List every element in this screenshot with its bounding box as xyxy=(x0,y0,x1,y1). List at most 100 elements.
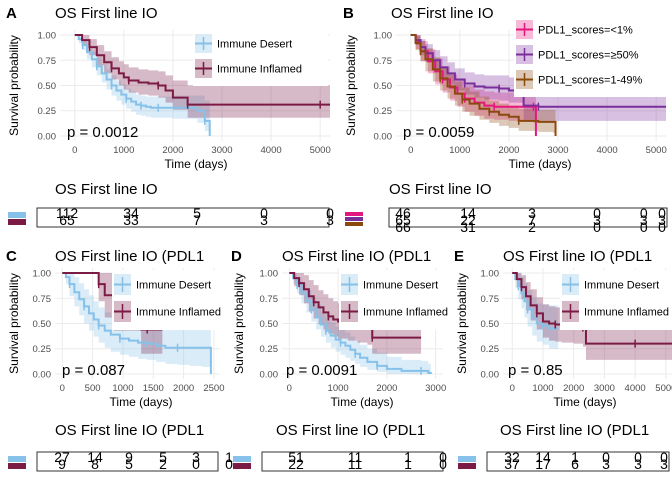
panel-letter: E xyxy=(454,248,464,265)
legend-label: Immune Inflamed xyxy=(217,64,302,76)
y-axis-label: Survival probability xyxy=(455,273,469,374)
risk-count: 3 xyxy=(528,205,536,221)
y-tick-label: 1.00 xyxy=(481,269,500,280)
plot-area xyxy=(410,34,666,136)
y-tick-label: 0.25 xyxy=(260,344,279,355)
x-tick-label: 1000 xyxy=(112,383,133,394)
x-axis-label: Time (days) xyxy=(554,395,617,409)
risk-count: 3 xyxy=(192,449,200,465)
y-tick-label: 0.00 xyxy=(260,369,279,380)
x-tick-label: 4000 xyxy=(625,383,646,394)
risk-table-frame xyxy=(36,207,330,228)
x-tick-label: 0 xyxy=(408,145,413,156)
x-tick-label: 5000 xyxy=(310,145,331,156)
risk-count: 2 xyxy=(528,219,536,235)
legend-background xyxy=(560,270,672,330)
y-tick-label: 0.50 xyxy=(481,319,500,330)
y-tick-label: 0.50 xyxy=(260,319,279,330)
risk-count: 37 xyxy=(504,456,520,472)
panel-title: OS First line IO (PDL1 xyxy=(55,248,204,265)
risk-count: 65 xyxy=(395,212,411,228)
risk-count: 2 xyxy=(159,456,167,472)
x-tick-label: 2000 xyxy=(162,145,183,156)
y-axis-label: Survival probability xyxy=(7,273,21,374)
risk-count: 22 xyxy=(288,456,304,472)
risk-count: 0 xyxy=(640,205,648,221)
p-value: p = 0.0091 xyxy=(286,362,357,379)
risk-row-swatch xyxy=(345,222,363,226)
risk-row-swatch xyxy=(345,217,363,221)
x-tick-label: 1000 xyxy=(113,145,134,156)
legend-label: PDL1_scores=1-49% xyxy=(538,75,642,87)
x-tick-label: 2000 xyxy=(376,383,397,394)
x-tick-label: 2000 xyxy=(498,145,519,156)
y-tick-label: 1.00 xyxy=(33,269,52,280)
panel-d: 0.00 0.25 0.50 0.75 1.00 0 1000 2000 3000 D OS Fir… xyxy=(231,248,449,409)
y-tick-label: 0.75 xyxy=(260,294,279,305)
risk-count: 0 xyxy=(439,456,447,472)
y-tick-label: 1.00 xyxy=(260,269,279,280)
risk-count: 9 xyxy=(58,456,66,472)
panel-title: OS First line IO (PDL1 xyxy=(503,248,652,265)
risk-count: 9 xyxy=(125,449,133,465)
y-tick-label: 1.00 xyxy=(38,31,57,42)
legend: PDL1_scores=<1% PDL1_scores=≥50% PDL1_scor… xyxy=(514,16,669,97)
risk-count: 11 xyxy=(348,456,363,472)
risk-count: 5 xyxy=(193,205,201,221)
risk-row-swatch xyxy=(8,456,26,462)
legend: Immune Desert Immune Inflamed xyxy=(112,270,230,330)
risk-count: 1 xyxy=(225,449,233,465)
risk-count: 7 xyxy=(193,212,201,228)
risk-table-e: OS First line IO (PDL1 32 14 1 0 0 0 37 17 6 3 3 3 xyxy=(458,422,670,472)
panel-title: OS First line IO xyxy=(55,5,158,22)
risk-count: 0 xyxy=(326,205,334,221)
x-tick-label: 1000 xyxy=(449,145,470,156)
risk-count: 14 xyxy=(535,449,551,465)
risk-count: 32 xyxy=(504,449,520,465)
risk-count: 0 xyxy=(593,205,601,221)
risk-row-swatch xyxy=(8,212,26,218)
risk-count: 0 xyxy=(439,449,447,465)
panel-c: 0.00 0.25 0.50 0.75 1.00 0 500 1000 1500 2000 2500… xyxy=(6,248,230,409)
risk-count: 11 xyxy=(348,449,363,465)
legend-background xyxy=(112,270,230,330)
risk-count: 6 xyxy=(571,456,579,472)
x-axis-label: Time (days) xyxy=(110,395,173,409)
risk-count: 112 xyxy=(56,205,79,221)
x-tick-label: 5000 xyxy=(655,383,672,394)
panel-b: 0.00 0.25 0.50 0.75 1.00 0 1000 2000 3000 4000 500… xyxy=(343,5,669,171)
x-tick-label: 3000 xyxy=(211,145,232,156)
risk-count: 14 xyxy=(87,449,103,465)
y-tick-label: 0.75 xyxy=(374,56,393,67)
y-tick-label: 0.00 xyxy=(38,131,57,142)
panel-title: OS First line IO xyxy=(391,5,494,22)
risk-count: 3 xyxy=(260,212,268,228)
panel-a: 0.00 0.25 0.50 0.75 1.00 0 1000 2000 3000 4000 500… xyxy=(6,5,331,171)
legend-label: Immune Desert xyxy=(363,280,438,292)
risk-count: 0 xyxy=(192,456,200,472)
risk-row-swatch xyxy=(458,456,476,462)
plot-area xyxy=(512,272,672,360)
risk-count: 0 xyxy=(634,449,642,465)
x-tick-label: 1000 xyxy=(532,383,553,394)
risk-count: 3 xyxy=(640,212,648,228)
panel-letter: A xyxy=(6,5,17,22)
risk-count: 3 xyxy=(634,456,642,472)
risk-count: 0 xyxy=(602,449,610,465)
confidence-band-1 xyxy=(410,35,666,121)
risk-count: 46 xyxy=(395,205,411,221)
x-tick-label: 5000 xyxy=(646,145,667,156)
risk-count: 1 xyxy=(571,449,579,465)
panel-e: 0.00 0.25 0.50 0.75 1.00 0 1000 2000 3000 4000 500… xyxy=(454,248,672,409)
x-tick-label: 0 xyxy=(72,145,77,156)
risk-table-frame xyxy=(261,451,444,472)
risk-count: 3 xyxy=(326,212,334,228)
legend-label: Immune Desert xyxy=(136,280,211,292)
survival-curve-0 xyxy=(74,34,211,136)
risk-table-title: OS First line IO (PDL1 xyxy=(55,422,204,439)
legend: Immune Desert Immune Inflamed xyxy=(339,270,449,330)
x-tick-label: 4000 xyxy=(597,145,618,156)
y-tick-label: 0.50 xyxy=(38,81,57,92)
